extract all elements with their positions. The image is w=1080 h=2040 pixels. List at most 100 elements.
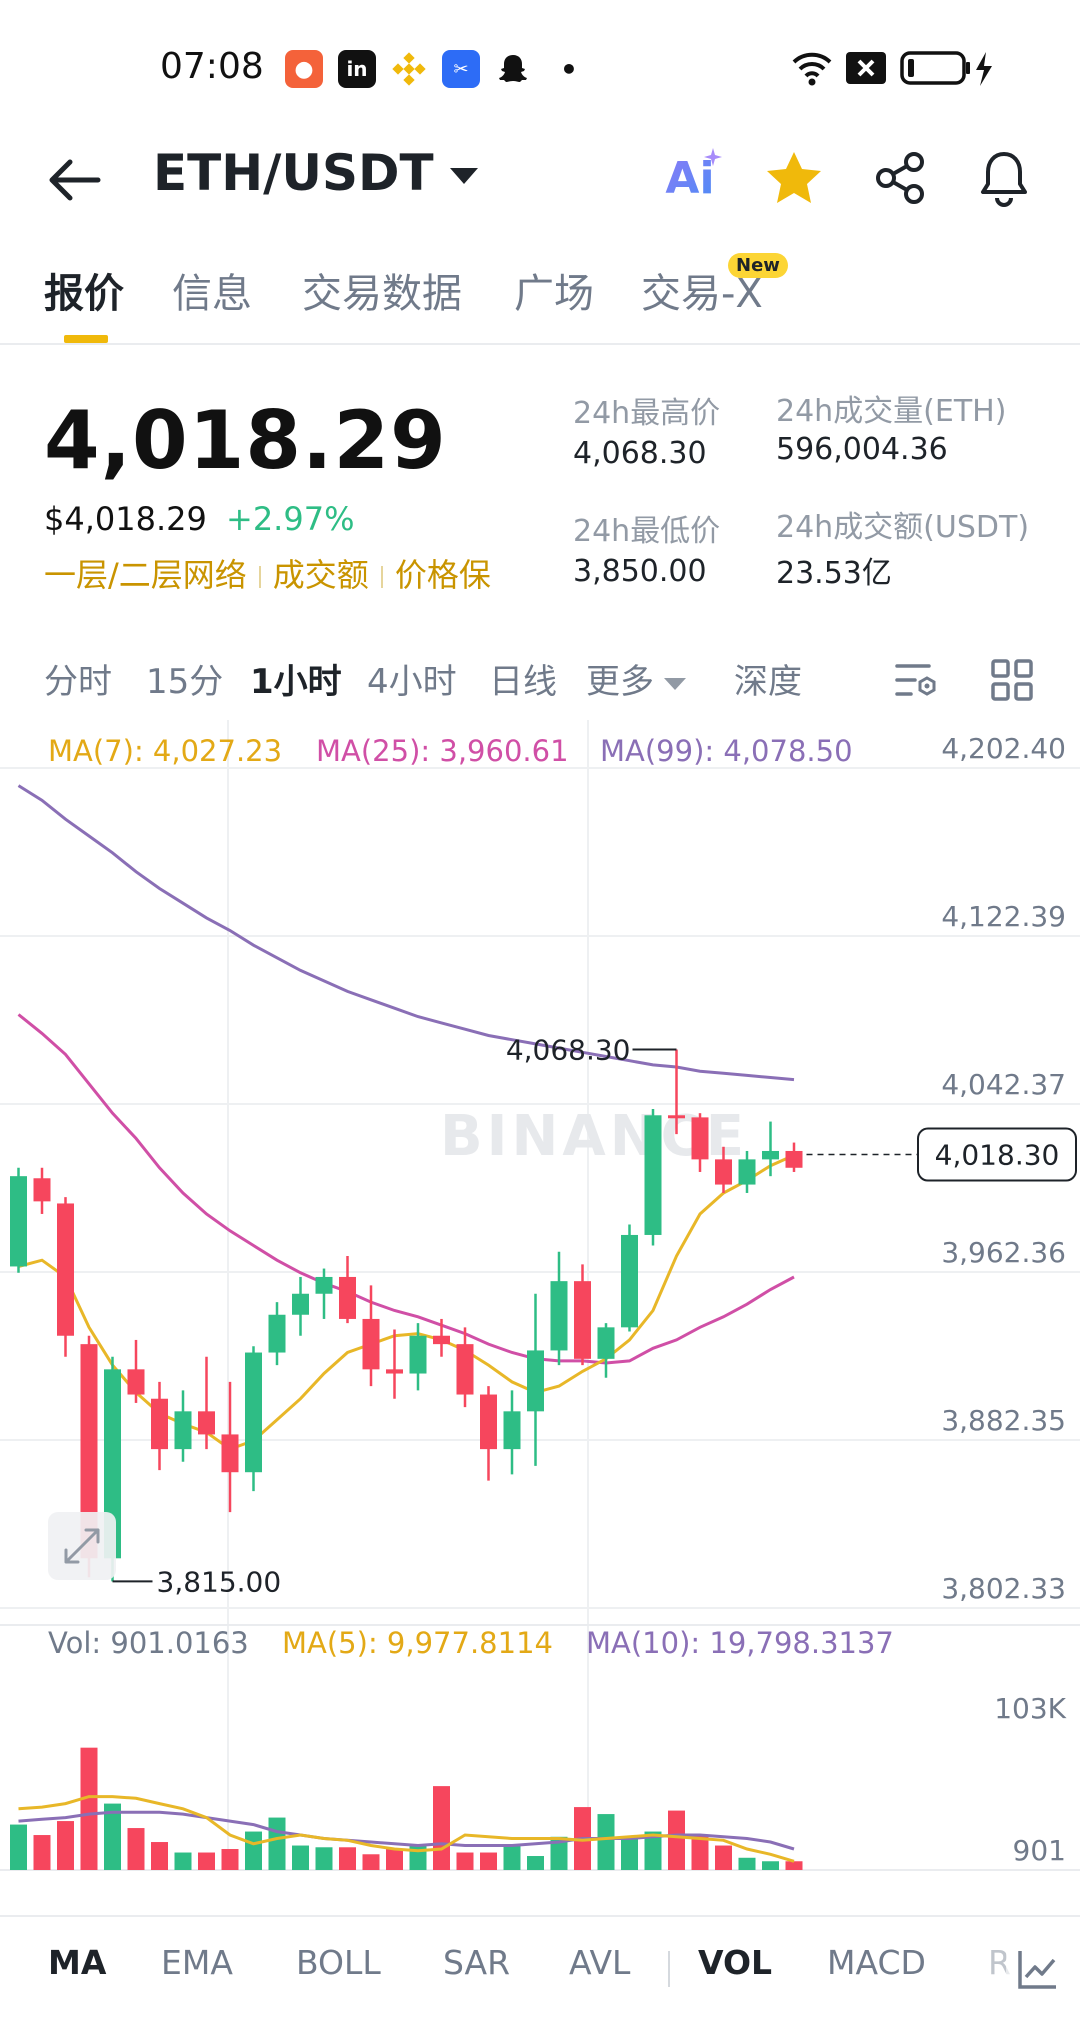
more-label: 更多 — [586, 662, 654, 702]
tab-info[interactable]: 信息 — [172, 271, 252, 317]
candle-body — [10, 1176, 27, 1267]
tag-layer-network[interactable]: 一层/二层网络 — [44, 556, 247, 594]
indicator-boll[interactable]: BOLL — [296, 1943, 381, 1982]
chart-settings-icon[interactable] — [893, 658, 941, 711]
volume-bar — [503, 1845, 521, 1870]
candle-body — [104, 1369, 121, 1559]
candle-body — [245, 1352, 262, 1473]
tab-quote[interactable]: 报价 — [44, 271, 124, 317]
ma99-line — [17, 784, 795, 1082]
binance-icon — [390, 50, 428, 88]
y-axis-tick-label: 3,882.35 — [941, 1404, 1066, 1437]
volume-bar — [480, 1852, 497, 1870]
y-axis-tick-label: 3,802.33 — [941, 1572, 1066, 1605]
volume-bar — [668, 1810, 685, 1870]
ma7-line — [18, 1153, 795, 1451]
interval-4h[interactable]: 4小时 — [367, 662, 457, 702]
price-change: +2.97% — [226, 500, 355, 538]
volume-bar — [127, 1828, 145, 1870]
fullscreen-expand-button[interactable] — [48, 1512, 116, 1580]
candle-body — [503, 1411, 521, 1450]
volume-bar — [221, 1849, 239, 1870]
y-axis-tick-label: 4,042.37 — [941, 1068, 1066, 1101]
chevron-down-icon — [449, 168, 478, 184]
back-arrow-icon[interactable] — [46, 150, 106, 210]
pair-selector[interactable]: ETH/USDT — [153, 144, 478, 202]
indicator-settings-button[interactable] — [1006, 1937, 1070, 2001]
kline-chart[interactable]: BINANCE 4,068.30 3,815.00 4,018.30 4,202.4… — [0, 720, 1080, 1880]
volume-bar — [715, 1845, 732, 1870]
tab-square[interactable]: 广场 — [514, 271, 594, 317]
tag-price-protect[interactable]: 价格保 — [394, 556, 491, 594]
vol-legend: Vol: 901.0163 — [48, 1626, 249, 1660]
depth-tab[interactable]: 深度 — [734, 662, 802, 702]
volume-bar — [198, 1852, 215, 1870]
tab-trading-data[interactable]: 交易数据 — [302, 271, 462, 317]
usd-price: $4,018.29 — [44, 500, 207, 538]
vol-ma5-legend: MA(5): 9,977.8114 — [282, 1626, 553, 1660]
candle-body — [362, 1318, 380, 1370]
low-label: 24h最低价 — [573, 514, 721, 549]
high-label: 24h最高价 — [573, 396, 721, 431]
tab-trade-x[interactable]: 交易-X — [641, 271, 763, 317]
pair-label: ETH/USDT — [153, 144, 434, 202]
volume-bar — [597, 1814, 615, 1870]
candle-body — [574, 1281, 591, 1359]
bell-icon[interactable] — [972, 146, 1036, 210]
volume-bar — [738, 1857, 756, 1870]
battery-icon — [900, 50, 1000, 90]
tag-turnover[interactable]: 成交额 — [272, 556, 369, 594]
volume-bar — [644, 1831, 662, 1870]
share-icon[interactable] — [868, 146, 932, 210]
indicator-r[interactable]: R — [988, 1943, 1011, 1982]
volume-bar — [315, 1847, 333, 1870]
volume-bar — [691, 1835, 709, 1870]
candle-body — [151, 1398, 168, 1450]
indicator-avl[interactable]: AVL — [569, 1943, 631, 1982]
snapchat-icon — [494, 50, 532, 88]
volume-bar — [292, 1845, 309, 1870]
interval-1h[interactable]: 1小时 — [250, 662, 342, 702]
expand-icon — [64, 1528, 100, 1564]
volume-bar — [433, 1786, 450, 1870]
indicator-macd[interactable]: MACD — [827, 1943, 926, 1982]
x-axis-tick-label: 2025-09-26 07:00 — [102, 1878, 354, 1880]
volume-bar — [527, 1856, 544, 1870]
volume-bar — [80, 1747, 98, 1870]
candle-body — [715, 1159, 732, 1185]
favorite-star-icon[interactable] — [762, 146, 826, 210]
indicator-ma[interactable]: MA — [48, 1943, 107, 1982]
volume-ma5-line — [18, 1795, 795, 1863]
interval-15m[interactable]: 15分 — [146, 662, 224, 702]
interval-bar: 分时 15分 1小时 4小时 日线 更多 深度 — [0, 640, 1080, 712]
candle-body — [738, 1159, 756, 1185]
candle-body — [433, 1335, 450, 1345]
indicator-ema[interactable]: EMA — [161, 1943, 233, 1982]
volume-bar — [174, 1852, 192, 1870]
interval-timeline[interactable]: 分时 — [44, 662, 112, 702]
ai-assistant-button[interactable]: Ai — [658, 146, 722, 210]
interval-daily[interactable]: 日线 — [489, 662, 557, 702]
interval-more[interactable]: 更多 — [586, 654, 686, 703]
indicator-sar[interactable]: SAR — [443, 1943, 511, 1982]
indicator-vol[interactable]: VOL — [698, 1943, 773, 1982]
volume-bar — [785, 1861, 803, 1870]
volume-eth-value: 596,004.36 — [776, 432, 948, 467]
volume-tick-label: 103K — [994, 1692, 1066, 1725]
layout-grid-icon[interactable] — [990, 658, 1034, 711]
volume-bar — [33, 1835, 51, 1870]
candle-body — [57, 1203, 74, 1336]
y-axis-tick-label: 3,962.36 — [941, 1236, 1066, 1269]
candle-body — [198, 1411, 215, 1435]
candle-body — [127, 1369, 145, 1395]
volume-bar — [762, 1861, 779, 1870]
status-bar: 07:08 ● in ✂ • — [0, 0, 1080, 130]
candle-body — [527, 1350, 544, 1412]
y-axis-tick-label: 4,122.39 — [941, 900, 1066, 933]
volume-bar — [151, 1842, 168, 1870]
candle-body — [691, 1117, 709, 1160]
high-value: 4,068.30 — [573, 436, 707, 471]
candle-body — [785, 1150, 803, 1168]
line-chart-icon — [1018, 1951, 1056, 1989]
candle-body — [221, 1434, 239, 1473]
